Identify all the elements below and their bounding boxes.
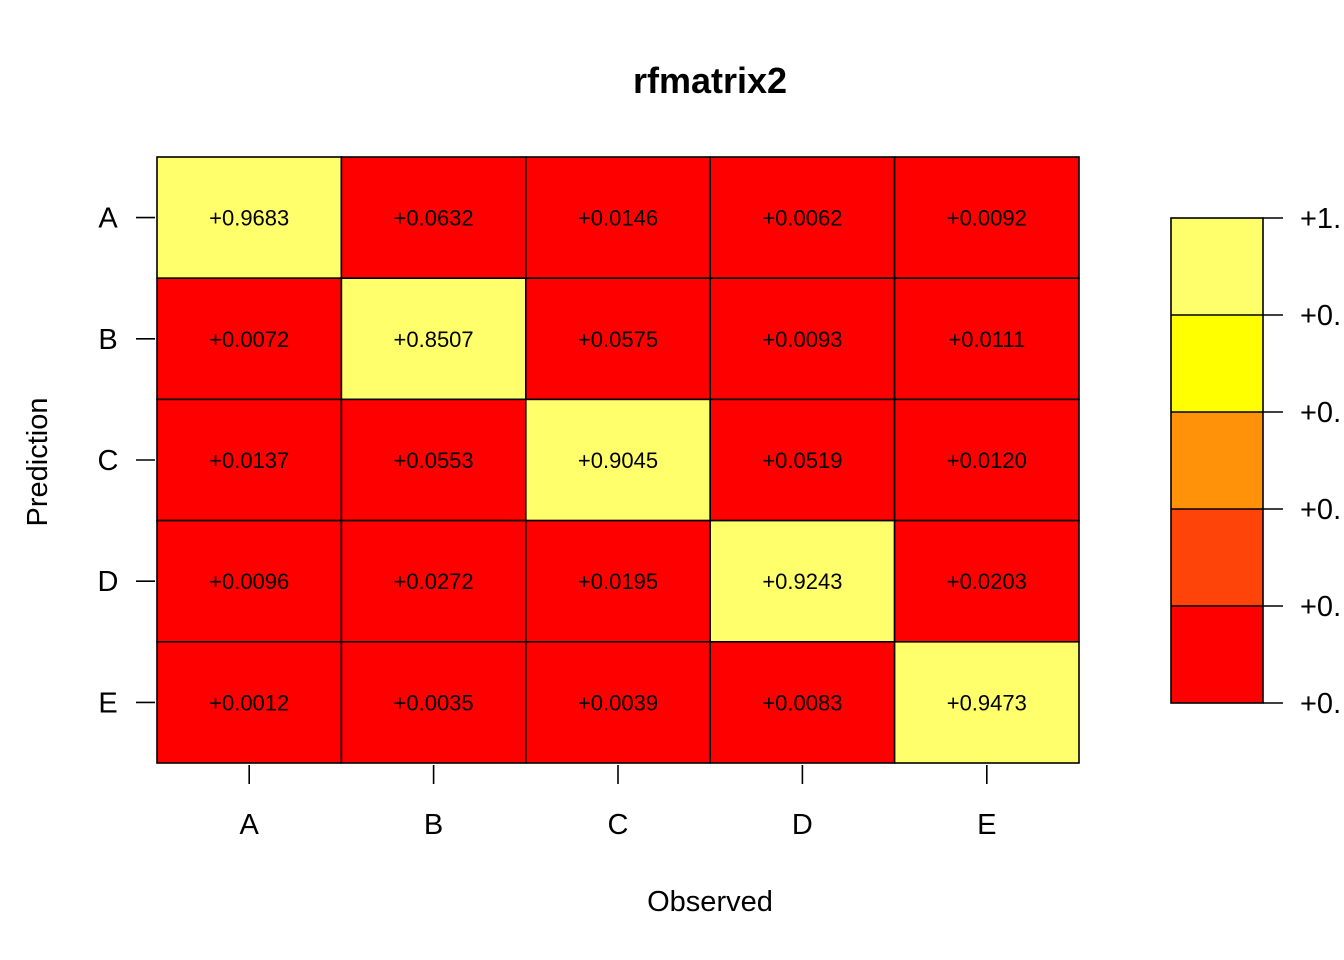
color-legend: +0. +0. +0. +0. +0. +1.	[1170, 203, 1341, 720]
cell-value-label: +0.0272	[394, 569, 474, 594]
y-axis-title: Prediction	[22, 398, 54, 527]
heatmap-cell	[156, 519, 343, 643]
cell-value-label: +0.8507	[394, 327, 474, 352]
cell-value-label: +0.9683	[209, 206, 289, 231]
x-tick-label: C	[608, 809, 629, 841]
legend-color-bin	[1171, 606, 1263, 703]
heatmap-cell	[524, 519, 711, 643]
cell-value-label: +0.0111	[948, 327, 1025, 352]
heatmap-cell	[709, 519, 896, 643]
legend-tick-label: +0.	[1300, 494, 1341, 526]
legend-tick-label: +0.	[1300, 688, 1341, 720]
x-axis-title: Observed	[647, 886, 773, 918]
heatmap-cell	[340, 640, 527, 764]
y-tick-label: A	[98, 203, 118, 235]
heatmap-cell	[893, 640, 1080, 764]
x-tick-label: A	[240, 809, 260, 841]
cell-value-label: +0.0062	[762, 206, 842, 231]
x-axis: A B C D E	[240, 765, 996, 841]
cell-value-label: +0.0096	[209, 569, 289, 594]
y-tick-label: C	[98, 445, 119, 477]
cell-value-label: +0.0093	[762, 327, 842, 352]
heatmap-cell	[524, 156, 711, 279]
legend-color-bin	[1171, 412, 1263, 509]
legend-color-bin	[1171, 509, 1263, 606]
legend-color-bin	[1171, 218, 1263, 315]
cell-value-label: +0.0146	[578, 206, 658, 231]
legend-tick-label: +0.	[1300, 397, 1341, 429]
cell-value-label: +0.0072	[209, 327, 289, 352]
cell-value-label: +0.9045	[578, 448, 658, 473]
chart-title: rfmatrix2	[633, 60, 787, 101]
cell-value-label: +0.0553	[394, 448, 474, 473]
heatmap-cell	[156, 156, 343, 279]
cell-value-label: +0.0035	[394, 690, 474, 715]
cell-value-label: +0.0120	[947, 448, 1027, 473]
cell-value-label: +0.0632	[394, 206, 474, 231]
cell-value-labels: +0.9683 +0.0632 +0.0146 +0.0062 +0.0092 +0.00…	[209, 206, 1027, 716]
cell-value-label: +0.0083	[762, 690, 842, 715]
heatmap-cell	[156, 640, 343, 764]
heatmap-cell	[340, 519, 527, 643]
cell-value-label: +0.0519	[762, 448, 842, 473]
cell-value-label: +0.0012	[209, 690, 289, 715]
cell-value-label: +0.0137	[209, 448, 289, 473]
x-tick-label: D	[792, 809, 813, 841]
heatmap-cell	[893, 519, 1080, 643]
x-tick-label: E	[977, 809, 996, 841]
heatmap-cell	[709, 156, 896, 279]
heatmap-cell	[893, 277, 1080, 401]
heatmap-cells	[156, 156, 1080, 764]
heatmap-cell	[524, 398, 711, 522]
cell-value-label: +0.9473	[947, 690, 1027, 715]
cell-value-label: +0.9243	[762, 569, 842, 594]
heatmap-cell	[893, 156, 1080, 279]
cell-value-label: +0.0039	[578, 690, 658, 715]
cell-value-label: +0.0092	[947, 206, 1027, 231]
y-tick-label: B	[98, 324, 117, 356]
heatmap-cell	[524, 640, 711, 764]
legend-tick-label: +0.	[1300, 300, 1341, 332]
heatmap-cell	[893, 398, 1080, 522]
heatmap-cell	[156, 277, 343, 401]
heatmap-cell	[340, 398, 527, 522]
legend-frame	[1170, 217, 1264, 704]
legend-color-bin	[1171, 315, 1263, 412]
x-tick-label: B	[424, 809, 443, 841]
cell-value-label: +0.0195	[578, 569, 658, 594]
legend-tick-label: +0.	[1300, 591, 1341, 623]
y-tick-label: D	[98, 566, 119, 598]
cell-value-label: +0.0203	[947, 569, 1027, 594]
y-tick-label: E	[98, 687, 117, 719]
heatmap-cell	[340, 156, 527, 279]
cell-value-label: +0.0575	[578, 327, 658, 352]
legend-tick-label: +1.	[1300, 203, 1341, 235]
heatmap-cell	[709, 398, 896, 522]
y-axis: A B C D E	[98, 203, 155, 719]
heatmap-cell	[524, 277, 711, 401]
